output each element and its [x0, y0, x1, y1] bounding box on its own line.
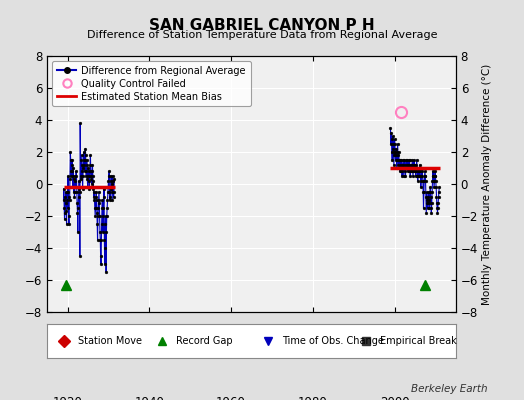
Text: Berkeley Earth: Berkeley Earth — [411, 384, 487, 394]
Text: Difference of Station Temperature Data from Regional Average: Difference of Station Temperature Data f… — [87, 30, 437, 40]
Legend: Difference from Regional Average, Quality Control Failed, Estimated Station Mean: Difference from Regional Average, Qualit… — [52, 61, 250, 106]
Text: SAN GABRIEL CANYON P H: SAN GABRIEL CANYON P H — [149, 18, 375, 33]
Text: Record Gap: Record Gap — [176, 336, 233, 346]
Y-axis label: Monthly Temperature Anomaly Difference (°C): Monthly Temperature Anomaly Difference (… — [482, 63, 492, 305]
Text: Empirical Break: Empirical Break — [380, 336, 457, 346]
Text: Station Move: Station Move — [78, 336, 142, 346]
Text: Time of Obs. Change: Time of Obs. Change — [282, 336, 384, 346]
